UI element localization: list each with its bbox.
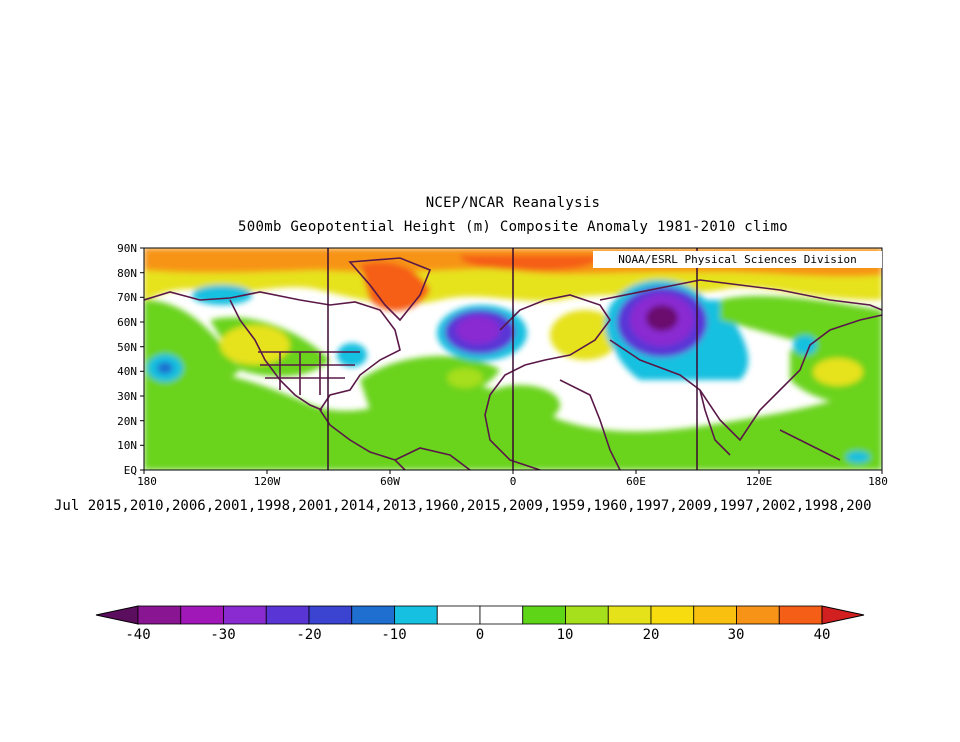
lon-label: 0: [509, 475, 517, 488]
colorbar-swatch: [479, 605, 524, 625]
chart-subtitle: 500mb Geopotential Height (m) Composite …: [238, 219, 788, 235]
colorbar-swatch: [693, 605, 737, 625]
lat-tick-marks: [140, 247, 144, 471]
lat-label: EQ: [123, 464, 137, 477]
colorbar-label: -20: [296, 627, 322, 643]
colorbar-swatch: [394, 605, 438, 625]
lat-label: 90N: [117, 242, 137, 255]
lat-label: 80N: [117, 267, 137, 280]
colorbar-swatch: [650, 605, 695, 625]
colorbar-label: 20: [642, 627, 660, 643]
colorbar-arrow-right: [821, 605, 865, 625]
colorbar: [95, 605, 865, 625]
colorbar-swatch: [308, 605, 353, 625]
chart-title: NCEP/NCAR Reanalysis: [425, 195, 601, 211]
colorbar-swatch: [565, 605, 609, 625]
colorbar-swatch: [778, 605, 823, 625]
lat-label: 60N: [117, 316, 137, 329]
colorbar-label: -10: [381, 627, 407, 643]
colorbar-arrow-left: [95, 605, 139, 625]
colorbar-label: 0: [475, 627, 485, 643]
colorbar-label: 40: [813, 627, 831, 643]
lon-label: 60E: [626, 475, 646, 488]
colorbar-swatch: [607, 605, 652, 625]
anomaly-field: [144, 248, 882, 470]
lat-label: 40N: [117, 365, 137, 378]
colorbar-swatch: [436, 605, 481, 625]
credit-label: NOAA/ESRL Physical Sciences Division: [593, 251, 882, 268]
colorbar-swatch: [137, 605, 182, 625]
colorbar-label: -30: [210, 627, 236, 643]
colorbar-label: -40: [125, 627, 151, 643]
colorbar-swatch: [180, 605, 224, 625]
colorbar-swatch: [736, 605, 780, 625]
lon-tick-marks: [143, 470, 883, 474]
lon-label: 120W: [253, 475, 281, 488]
lat-label: 10N: [117, 439, 137, 452]
lon-label: 180: [868, 475, 888, 488]
coastlines: [144, 257, 882, 470]
lon-label: 180: [137, 475, 157, 488]
lat-label: 70N: [117, 291, 137, 304]
lon-label: 60W: [380, 475, 400, 488]
lon-label: 120E: [745, 475, 773, 488]
colorbar-swatch: [522, 605, 566, 625]
colorbar-swatch: [265, 605, 310, 625]
composite-dates-label: Jul 2015,2010,2006,2001,1998,2001,2014,2…: [54, 498, 872, 514]
lat-label: 20N: [117, 415, 137, 428]
colorbar-label: 10: [556, 627, 574, 643]
colorbar-label: 30: [727, 627, 745, 643]
colorbar-swatch: [223, 605, 267, 625]
colorbar-swatch: [351, 605, 395, 625]
lat-label: 50N: [117, 341, 137, 354]
lat-label: 30N: [117, 390, 137, 403]
